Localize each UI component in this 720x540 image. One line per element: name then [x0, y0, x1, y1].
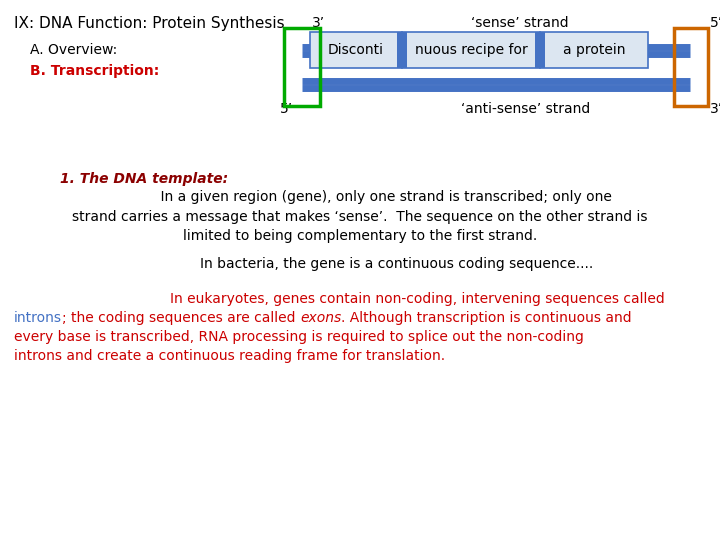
Text: exons: exons — [300, 311, 341, 325]
Text: In eukaryotes, genes contain non-coding, intervening sequences called: In eukaryotes, genes contain non-coding,… — [170, 292, 665, 306]
Bar — [284, 28, 320, 106]
Text: ‘anti-sense’ strand: ‘anti-sense’ strand — [462, 102, 590, 116]
Bar — [402, 32, 540, 68]
Bar — [540, 32, 648, 68]
Text: . Although transcription is continuous and: . Although transcription is continuous a… — [341, 311, 631, 325]
Text: 5’: 5’ — [280, 102, 293, 116]
Text: nuous recipe for: nuous recipe for — [415, 43, 527, 57]
Text: 3’: 3’ — [710, 102, 720, 116]
Bar — [310, 32, 402, 68]
Text: IX: DNA Function: Protein Synthesis: IX: DNA Function: Protein Synthesis — [14, 16, 284, 31]
Text: A. Overview:: A. Overview: — [30, 43, 117, 57]
Text: In a given region (gene), only one strand is transcribed; only one
strand carrie: In a given region (gene), only one stran… — [72, 190, 648, 243]
Text: introns and create a continuous reading frame for translation.: introns and create a continuous reading … — [14, 349, 445, 363]
Text: a protein: a protein — [563, 43, 625, 57]
Text: 3’: 3’ — [312, 16, 325, 30]
Bar — [535, 32, 545, 68]
Text: 1. The DNA template:: 1. The DNA template: — [60, 172, 228, 186]
Text: 5’: 5’ — [710, 16, 720, 30]
Text: introns: introns — [14, 311, 62, 325]
Text: every base is transcribed, RNA processing is required to splice out the non-codi: every base is transcribed, RNA processin… — [14, 330, 584, 344]
Bar — [674, 28, 708, 106]
Text: ‘sense’ strand: ‘sense’ strand — [471, 16, 569, 30]
Text: In bacteria, the gene is a continuous coding sequence....: In bacteria, the gene is a continuous co… — [200, 257, 593, 271]
Bar — [397, 32, 407, 68]
Text: ; the coding sequences are called: ; the coding sequences are called — [62, 311, 300, 325]
Text: B. Transcription:: B. Transcription: — [30, 64, 159, 78]
Text: Disconti: Disconti — [328, 43, 384, 57]
